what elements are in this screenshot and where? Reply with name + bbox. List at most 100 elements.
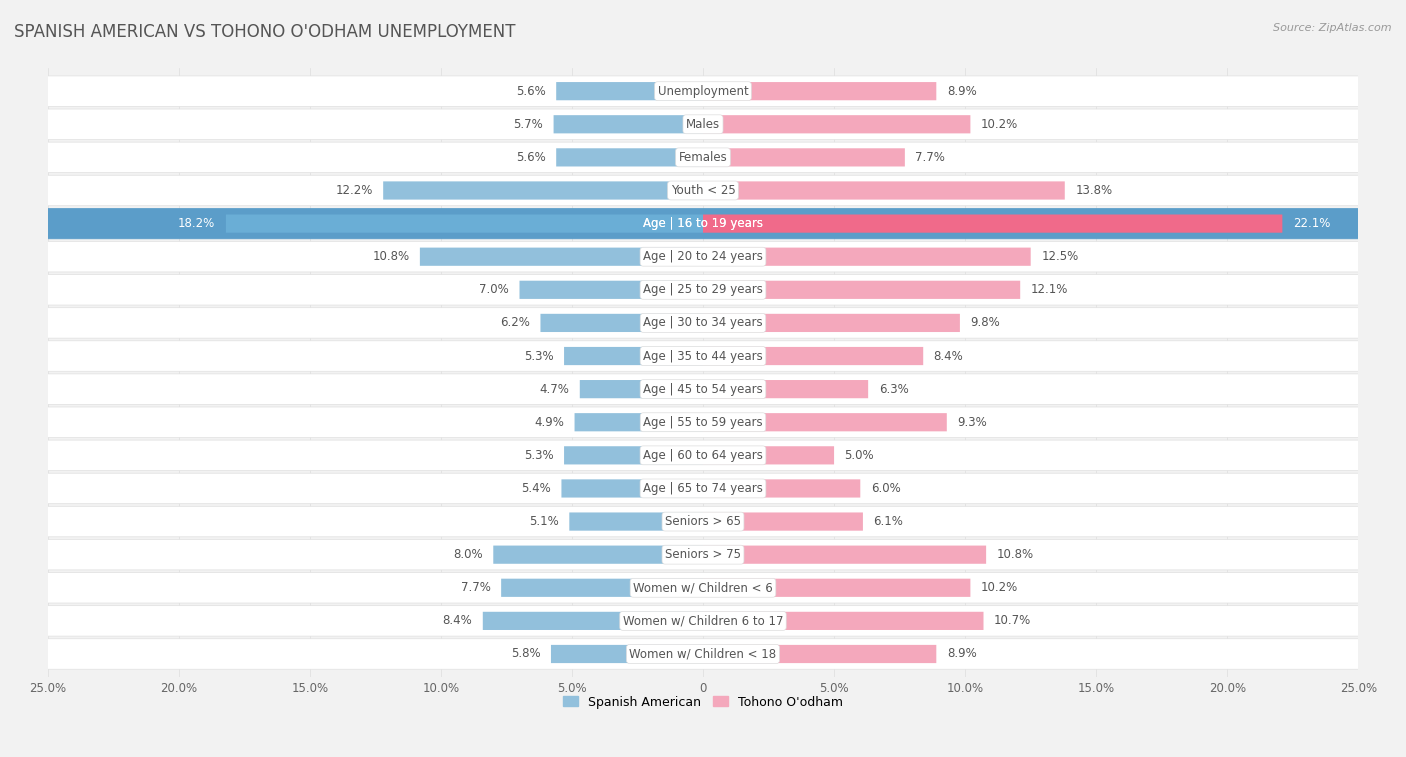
FancyBboxPatch shape [48, 540, 1358, 570]
Text: 9.3%: 9.3% [957, 416, 987, 428]
Text: 10.2%: 10.2% [981, 118, 1018, 131]
Text: Women w/ Children 6 to 17: Women w/ Children 6 to 17 [623, 615, 783, 628]
FancyBboxPatch shape [48, 208, 1358, 238]
FancyBboxPatch shape [384, 182, 703, 200]
FancyBboxPatch shape [703, 546, 986, 564]
Text: 6.0%: 6.0% [870, 482, 900, 495]
Text: Youth < 25: Youth < 25 [671, 184, 735, 197]
FancyBboxPatch shape [561, 479, 703, 497]
FancyBboxPatch shape [48, 275, 1358, 305]
FancyBboxPatch shape [48, 241, 1358, 272]
Text: Seniors > 65: Seniors > 65 [665, 515, 741, 528]
FancyBboxPatch shape [48, 407, 1358, 438]
FancyBboxPatch shape [557, 82, 703, 100]
FancyBboxPatch shape [48, 374, 1358, 404]
Text: Males: Males [686, 118, 720, 131]
Text: 10.7%: 10.7% [994, 615, 1031, 628]
FancyBboxPatch shape [482, 612, 703, 630]
FancyBboxPatch shape [703, 413, 946, 431]
FancyBboxPatch shape [703, 248, 1031, 266]
FancyBboxPatch shape [519, 281, 703, 299]
Text: 8.4%: 8.4% [934, 350, 963, 363]
Text: 7.0%: 7.0% [479, 283, 509, 296]
Text: 8.9%: 8.9% [946, 85, 977, 98]
Legend: Spanish American, Tohono O'odham: Spanish American, Tohono O'odham [558, 690, 848, 714]
FancyBboxPatch shape [48, 109, 1358, 139]
FancyBboxPatch shape [554, 115, 703, 133]
FancyBboxPatch shape [48, 639, 1358, 669]
FancyBboxPatch shape [703, 182, 1064, 200]
FancyBboxPatch shape [703, 578, 970, 597]
FancyBboxPatch shape [48, 176, 1358, 206]
Text: Age | 16 to 19 years: Age | 16 to 19 years [643, 217, 763, 230]
FancyBboxPatch shape [703, 314, 960, 332]
FancyBboxPatch shape [569, 512, 703, 531]
Text: 6.1%: 6.1% [873, 515, 903, 528]
Text: 12.5%: 12.5% [1042, 251, 1078, 263]
Text: 5.6%: 5.6% [516, 151, 546, 164]
FancyBboxPatch shape [703, 281, 1021, 299]
Text: 12.2%: 12.2% [335, 184, 373, 197]
FancyBboxPatch shape [703, 148, 905, 167]
Text: Age | 20 to 24 years: Age | 20 to 24 years [643, 251, 763, 263]
Text: 13.8%: 13.8% [1076, 184, 1112, 197]
FancyBboxPatch shape [703, 645, 936, 663]
FancyBboxPatch shape [703, 347, 924, 365]
Text: Unemployment: Unemployment [658, 85, 748, 98]
FancyBboxPatch shape [501, 578, 703, 597]
Text: 10.2%: 10.2% [981, 581, 1018, 594]
FancyBboxPatch shape [564, 446, 703, 465]
FancyBboxPatch shape [48, 506, 1358, 537]
FancyBboxPatch shape [703, 446, 834, 465]
FancyBboxPatch shape [703, 82, 936, 100]
FancyBboxPatch shape [48, 440, 1358, 471]
FancyBboxPatch shape [494, 546, 703, 564]
Text: Age | 30 to 34 years: Age | 30 to 34 years [643, 316, 763, 329]
Text: 22.1%: 22.1% [1294, 217, 1330, 230]
Text: 5.3%: 5.3% [524, 350, 554, 363]
FancyBboxPatch shape [703, 612, 984, 630]
FancyBboxPatch shape [551, 645, 703, 663]
Text: 8.9%: 8.9% [946, 647, 977, 661]
Text: 12.1%: 12.1% [1031, 283, 1069, 296]
Text: 6.2%: 6.2% [501, 316, 530, 329]
FancyBboxPatch shape [48, 307, 1358, 338]
FancyBboxPatch shape [703, 380, 868, 398]
Text: Age | 16 to 19 years: Age | 16 to 19 years [643, 217, 763, 230]
Text: 9.8%: 9.8% [970, 316, 1000, 329]
Text: 10.8%: 10.8% [997, 548, 1033, 561]
FancyBboxPatch shape [579, 380, 703, 398]
Text: 5.3%: 5.3% [524, 449, 554, 462]
Text: 8.0%: 8.0% [453, 548, 482, 561]
Text: Seniors > 75: Seniors > 75 [665, 548, 741, 561]
FancyBboxPatch shape [575, 413, 703, 431]
FancyBboxPatch shape [48, 341, 1358, 371]
Text: 8.4%: 8.4% [443, 615, 472, 628]
Text: Age | 55 to 59 years: Age | 55 to 59 years [643, 416, 763, 428]
Text: 5.4%: 5.4% [522, 482, 551, 495]
Text: 5.6%: 5.6% [516, 85, 546, 98]
Text: Women w/ Children < 18: Women w/ Children < 18 [630, 647, 776, 661]
Text: 4.9%: 4.9% [534, 416, 564, 428]
Text: Age | 35 to 44 years: Age | 35 to 44 years [643, 350, 763, 363]
FancyBboxPatch shape [703, 479, 860, 497]
Text: Women w/ Children < 6: Women w/ Children < 6 [633, 581, 773, 594]
FancyBboxPatch shape [540, 314, 703, 332]
Text: Age | 65 to 74 years: Age | 65 to 74 years [643, 482, 763, 495]
FancyBboxPatch shape [557, 148, 703, 167]
Text: Females: Females [679, 151, 727, 164]
Text: Age | 60 to 64 years: Age | 60 to 64 years [643, 449, 763, 462]
FancyBboxPatch shape [703, 512, 863, 531]
Text: 7.7%: 7.7% [461, 581, 491, 594]
Text: 5.7%: 5.7% [513, 118, 543, 131]
FancyBboxPatch shape [420, 248, 703, 266]
FancyBboxPatch shape [226, 214, 703, 232]
Text: Age | 45 to 54 years: Age | 45 to 54 years [643, 382, 763, 396]
FancyBboxPatch shape [703, 214, 1282, 232]
Text: 5.1%: 5.1% [529, 515, 558, 528]
Text: 10.8%: 10.8% [373, 251, 409, 263]
Text: 5.8%: 5.8% [510, 647, 540, 661]
FancyBboxPatch shape [48, 473, 1358, 503]
Text: 6.3%: 6.3% [879, 382, 908, 396]
Text: 5.0%: 5.0% [845, 449, 875, 462]
